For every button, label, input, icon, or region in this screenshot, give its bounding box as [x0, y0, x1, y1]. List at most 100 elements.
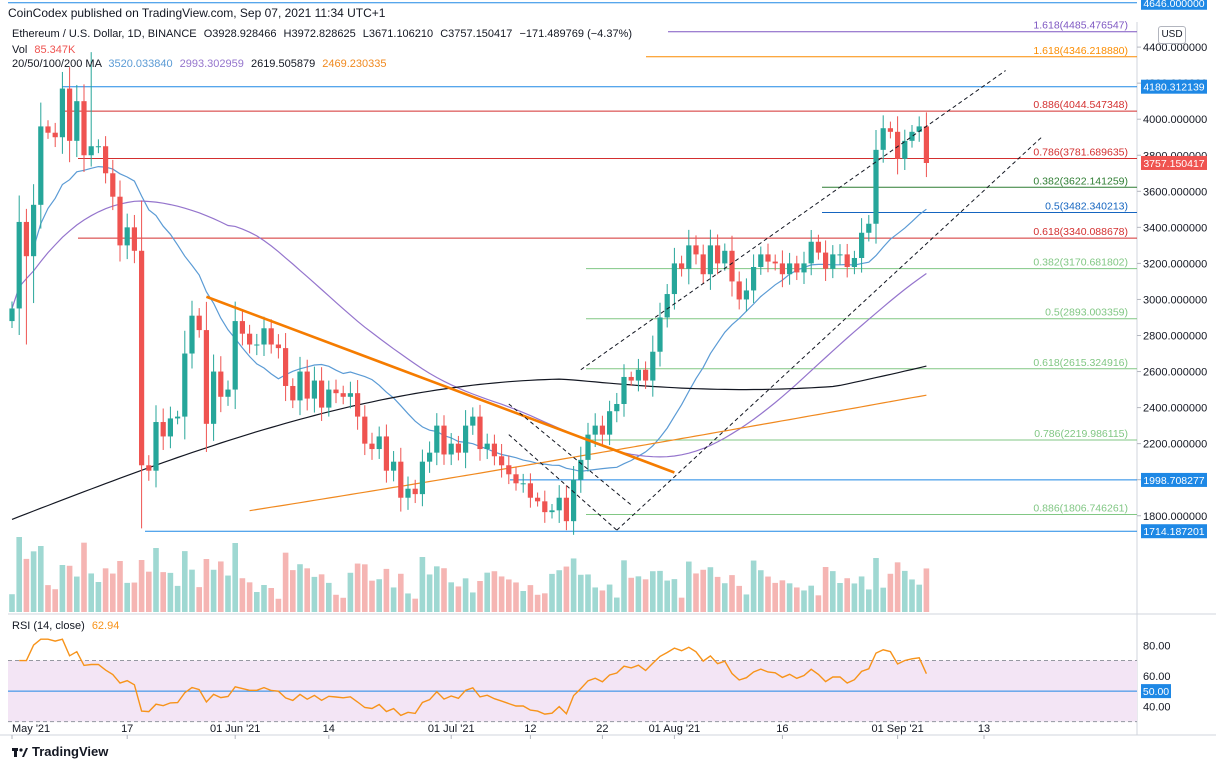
candle-body: [794, 263, 800, 273]
volume-bar: [772, 582, 778, 612]
candle-body: [693, 245, 699, 255]
descending-trendline: [205, 295, 675, 474]
candle-body: [837, 254, 843, 256]
candle-body: [578, 459, 584, 480]
volume-bar: [38, 546, 44, 612]
candle-body: [347, 393, 353, 397]
volume-bar: [534, 594, 541, 612]
volume-bar: [750, 560, 757, 612]
volume-bar: [743, 594, 750, 612]
volume-bar: [614, 597, 620, 612]
candle-body: [311, 380, 317, 399]
volume-bar: [232, 543, 238, 612]
candle-body: [484, 443, 490, 450]
level-label: 0.5(3482.340213): [1045, 201, 1128, 213]
candle-body: [556, 497, 562, 511]
symbol-label: Ethereum / U.S. Dollar, 1D, BINANCE: [12, 28, 197, 40]
currency-button[interactable]: USD: [1158, 26, 1186, 44]
candle-body: [45, 126, 51, 133]
volume-bar: [916, 584, 922, 612]
level-label: 0.786(3781.689635): [1033, 147, 1128, 159]
candle-body: [830, 254, 836, 269]
candle-body: [139, 250, 145, 466]
candle-body: [499, 456, 505, 466]
level-label: 0.786(2219.986115): [1034, 428, 1128, 440]
x-tick-label: 12: [524, 723, 536, 735]
candle-body: [247, 333, 253, 345]
candle-body: [23, 221, 29, 257]
candle-body: [715, 245, 721, 264]
x-tick-label: 01 Aug '21: [649, 723, 701, 735]
volume-bar: [268, 588, 274, 612]
candle-body: [398, 461, 404, 498]
candle-body: [232, 321, 238, 390]
y-tick-label: 2800.000000: [1143, 331, 1207, 343]
level-tag: [1141, 524, 1207, 539]
candle-body: [455, 443, 461, 453]
candle-body: [520, 483, 526, 485]
volume-bar: [160, 572, 166, 612]
volume-bar: [527, 585, 534, 612]
volume-bar: [16, 537, 22, 612]
rsi-tick-label: 80.00: [1143, 640, 1171, 652]
x-tick-label: 01 Jun '21: [210, 723, 260, 735]
candle-body: [549, 510, 555, 513]
candle-body: [859, 232, 865, 258]
volume-bar: [225, 575, 231, 612]
volume-label: Vol: [12, 44, 28, 56]
volume-bar: [117, 561, 123, 612]
volume-bar: [693, 573, 699, 612]
volume-bar: [822, 567, 829, 612]
volume-bar: [95, 582, 102, 612]
volume-bar: [275, 598, 282, 612]
volume-bar: [830, 571, 836, 612]
volume-bar: [642, 579, 649, 612]
candle-body: [909, 131, 915, 141]
volume-bar: [290, 570, 296, 612]
tradingview-logo-icon: [12, 746, 28, 758]
volume-bar: [434, 566, 440, 612]
level-label: 1.618(4485.476547): [1033, 20, 1128, 32]
rsi-tick-label: 60.00: [1143, 671, 1171, 683]
volume-bar: [88, 573, 94, 612]
tradingview-brand[interactable]: TradingView: [12, 744, 108, 759]
volume-bar: [714, 576, 721, 612]
volume-bar: [182, 551, 188, 612]
candle-body: [225, 389, 231, 397]
candle-body: [189, 315, 195, 354]
candle-body: [643, 369, 649, 381]
volume-bar: [23, 558, 30, 612]
y-tick-label: 4400.000000: [1143, 42, 1207, 54]
candle-body: [261, 328, 267, 345]
volume-bar: [167, 572, 174, 612]
x-tick-label: 17: [121, 723, 133, 735]
candle-body: [419, 461, 425, 495]
ma50-value: 2993.302959: [179, 58, 244, 70]
ma-label: 20/50/100/200 MA: [12, 58, 102, 70]
x-tick-label: 13: [978, 723, 990, 735]
candle-body: [895, 131, 901, 159]
rsi-tick-label: 40.00: [1143, 701, 1171, 713]
candle-body: [823, 252, 829, 269]
candle-body: [635, 369, 641, 381]
candle-body: [527, 483, 533, 498]
volume-bar: [686, 561, 692, 612]
candle-body: [283, 348, 289, 386]
volume-bar: [729, 575, 735, 612]
candle-body: [254, 344, 260, 346]
volume-bar: [491, 571, 498, 612]
candle-body: [700, 254, 706, 275]
candle-body: [736, 281, 742, 300]
volume-bar: [542, 593, 548, 612]
level-tag-label: 1714.187201: [1143, 526, 1204, 538]
x-tick-label: 01 Jul '21: [428, 723, 475, 735]
volume-bar: [203, 559, 210, 612]
candle-body: [110, 173, 116, 197]
candle-body: [844, 254, 850, 268]
volume-bar: [102, 568, 109, 612]
volume-bar: [808, 585, 814, 612]
volume-bar: [9, 594, 15, 612]
volume-bar: [110, 573, 116, 612]
candle-body: [751, 267, 757, 291]
ma100-value: 2619.505879: [250, 58, 316, 70]
